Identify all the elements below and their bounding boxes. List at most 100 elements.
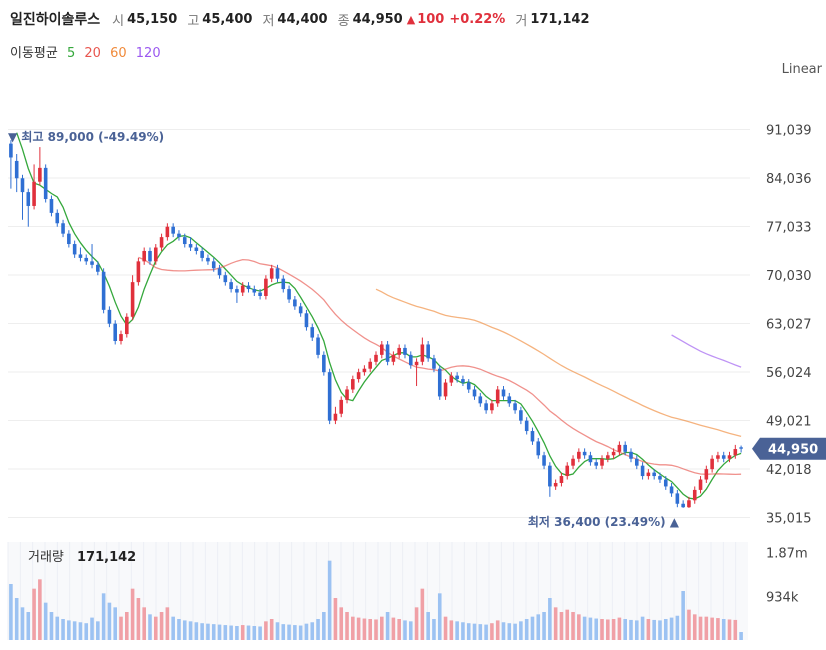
ma-20: 20 bbox=[84, 46, 101, 61]
volume-bar bbox=[275, 622, 280, 640]
volume-bar bbox=[55, 616, 60, 640]
candle-body bbox=[188, 244, 193, 248]
candle-body bbox=[130, 282, 135, 317]
y-tick-label: 84,036 bbox=[766, 172, 812, 187]
low-value: 44,400 bbox=[277, 11, 328, 27]
volume-bar bbox=[200, 623, 204, 640]
candle-body bbox=[524, 420, 529, 432]
ma-5: 5 bbox=[66, 46, 76, 61]
close-value: 44,950 bbox=[352, 11, 403, 27]
candle-body bbox=[310, 327, 315, 338]
candle-body bbox=[14, 160, 19, 179]
volume-bar bbox=[721, 619, 726, 640]
open-label: 시 bbox=[112, 13, 125, 29]
volume-bar bbox=[96, 621, 100, 640]
candle-body bbox=[298, 306, 303, 314]
candle-body bbox=[101, 271, 106, 310]
candle-body bbox=[304, 313, 309, 328]
volume-bar bbox=[165, 607, 170, 640]
candle-body bbox=[698, 479, 703, 490]
volume-bar bbox=[542, 612, 546, 640]
candle-body bbox=[733, 449, 738, 456]
volume-bar bbox=[490, 623, 494, 640]
volume-bar bbox=[710, 617, 714, 640]
volume-bar bbox=[26, 612, 31, 640]
volume-bar bbox=[264, 621, 268, 640]
volume-bar bbox=[594, 618, 599, 640]
volume-bar bbox=[478, 624, 483, 640]
candle-body bbox=[536, 441, 541, 456]
candle-body bbox=[716, 455, 720, 459]
volume-bar bbox=[125, 612, 129, 640]
candle-body bbox=[710, 458, 714, 470]
volume-bar bbox=[414, 607, 419, 640]
volume-bar bbox=[20, 607, 25, 640]
volume-bar bbox=[345, 612, 349, 640]
high-value: 45,400 bbox=[202, 11, 253, 27]
candle-body bbox=[437, 368, 442, 397]
volume-bar bbox=[333, 598, 338, 640]
candle-body bbox=[316, 337, 320, 355]
candle-body bbox=[322, 354, 326, 373]
candle-body bbox=[495, 389, 500, 404]
candle-body bbox=[646, 472, 651, 477]
volume-panel-label: 거래량 bbox=[28, 550, 64, 565]
candle-body bbox=[513, 403, 517, 411]
volume-bar bbox=[351, 616, 355, 640]
candle-body bbox=[142, 250, 146, 262]
candle-body bbox=[84, 257, 89, 262]
volume-bar bbox=[397, 619, 401, 640]
candle-body bbox=[420, 344, 425, 362]
candle-body bbox=[611, 451, 616, 456]
candle-body bbox=[577, 451, 581, 459]
candle-body bbox=[107, 309, 112, 324]
volume-bar bbox=[640, 616, 645, 640]
candle-body bbox=[542, 455, 546, 466]
volume-bar bbox=[548, 598, 552, 640]
volume-bar bbox=[188, 621, 193, 640]
candle-body bbox=[269, 268, 274, 279]
volume-bar bbox=[148, 614, 152, 640]
volume-bar bbox=[466, 623, 471, 640]
volume-bar bbox=[356, 617, 361, 640]
candle-body bbox=[501, 389, 506, 397]
volume-bar bbox=[426, 612, 430, 640]
candle-body bbox=[153, 247, 158, 262]
y-tick-label: 35,015 bbox=[766, 512, 812, 527]
candle-body bbox=[559, 476, 564, 483]
volume-value: 171,142 bbox=[530, 11, 590, 27]
volume-bar bbox=[298, 625, 303, 640]
candle-body bbox=[553, 482, 558, 487]
candle-body bbox=[681, 503, 685, 508]
candle-body bbox=[206, 257, 210, 262]
volume-bar bbox=[501, 622, 506, 640]
volume-bar bbox=[617, 617, 622, 640]
candle-body bbox=[49, 199, 54, 213]
volume-bar bbox=[194, 622, 199, 640]
candle-body bbox=[629, 451, 633, 459]
volume-bar bbox=[49, 612, 54, 640]
candle-body bbox=[472, 389, 477, 397]
scale-toggle[interactable]: Linear bbox=[781, 62, 822, 77]
candle-body bbox=[223, 275, 228, 283]
y-tick-label: 42,018 bbox=[766, 463, 812, 478]
candle-body bbox=[339, 399, 344, 414]
candle-body bbox=[490, 403, 494, 411]
volume-bar bbox=[90, 617, 94, 640]
open-value: 45,150 bbox=[127, 11, 178, 27]
volume-bar bbox=[316, 619, 320, 640]
volume-bar bbox=[652, 619, 656, 640]
candle-body bbox=[78, 254, 83, 258]
volume-bar bbox=[101, 593, 106, 640]
volume-bar bbox=[310, 622, 315, 640]
high-label: 고 bbox=[187, 13, 200, 29]
y-tick-label: 49,021 bbox=[766, 415, 812, 430]
moving-average-legend[interactable]: 이동평균 5 20 60 120 bbox=[10, 42, 166, 61]
volume-tick-label: 934k bbox=[766, 590, 799, 605]
y-tick-label: 77,033 bbox=[766, 221, 812, 236]
candle-body bbox=[449, 375, 454, 383]
volume-bar bbox=[223, 625, 228, 640]
volume-bar bbox=[327, 560, 332, 640]
volume-bar bbox=[484, 624, 488, 640]
